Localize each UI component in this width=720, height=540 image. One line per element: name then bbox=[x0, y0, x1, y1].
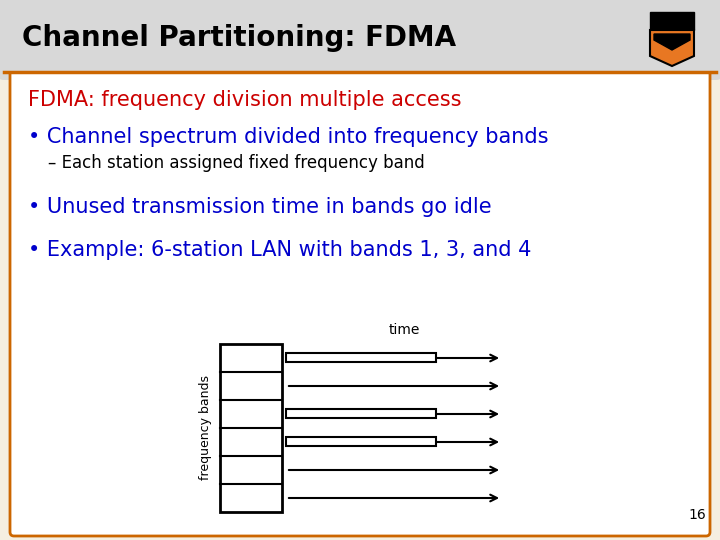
Bar bbox=[286, 436, 436, 446]
Text: FDMA: frequency division multiple access: FDMA: frequency division multiple access bbox=[28, 90, 462, 110]
Text: Channel Partitioning: FDMA: Channel Partitioning: FDMA bbox=[22, 24, 456, 52]
Text: 16: 16 bbox=[688, 508, 706, 522]
FancyBboxPatch shape bbox=[10, 68, 710, 536]
Bar bbox=[286, 353, 436, 361]
Text: • Channel spectrum divided into frequency bands: • Channel spectrum divided into frequenc… bbox=[28, 127, 549, 147]
Polygon shape bbox=[654, 34, 690, 50]
Text: • Example: 6-station LAN with bands 1, 3, and 4: • Example: 6-station LAN with bands 1, 3… bbox=[28, 240, 531, 260]
Bar bbox=[4, 38, 716, 72]
Text: frequency bands: frequency bands bbox=[199, 375, 212, 481]
Bar bbox=[286, 408, 436, 417]
Bar bbox=[220, 344, 282, 512]
Text: – Each station assigned fixed frequency band: – Each station assigned fixed frequency … bbox=[48, 154, 425, 172]
Text: • Unused transmission time in bands go idle: • Unused transmission time in bands go i… bbox=[28, 197, 492, 217]
FancyBboxPatch shape bbox=[0, 0, 720, 80]
Bar bbox=[650, 12, 694, 30]
Text: time: time bbox=[389, 323, 420, 337]
Polygon shape bbox=[650, 30, 694, 66]
